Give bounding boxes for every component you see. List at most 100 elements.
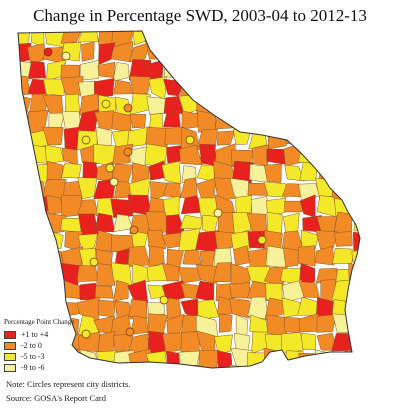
county-shape (127, 126, 152, 148)
county-shape (351, 58, 360, 81)
county-shape (18, 282, 33, 303)
county-shape (110, 41, 134, 63)
county-shape (349, 31, 360, 49)
county-shape (229, 365, 252, 368)
county-shape (297, 126, 319, 151)
county-shape (300, 332, 317, 350)
county-shape (332, 160, 355, 183)
county-shape (133, 369, 149, 385)
county-shape (316, 31, 338, 48)
city-district-circle (43, 47, 53, 57)
county-shape (349, 127, 360, 151)
county-shape (81, 41, 95, 62)
county-shape (333, 111, 355, 132)
county-shape (353, 110, 360, 132)
county-shape (214, 113, 237, 130)
county-shape (180, 282, 202, 299)
county-shape (249, 111, 268, 131)
county-shape (27, 60, 47, 79)
county-shape (232, 211, 252, 235)
county-shape (181, 31, 201, 49)
county-shape (298, 76, 318, 100)
county-shape (282, 247, 301, 268)
county-shape (334, 231, 353, 247)
city-district-layer (43, 47, 267, 339)
city-district-circle (81, 135, 91, 145)
county-shape (146, 302, 165, 316)
county-shape (25, 229, 47, 252)
county-shape (18, 216, 32, 235)
county-shape (350, 331, 360, 354)
county-shape (282, 75, 301, 96)
county-shape (263, 163, 282, 183)
county-shape (231, 61, 254, 79)
county-shape (246, 42, 270, 66)
legend-item-plus1-to-plus4: +1 to +4 (4, 329, 124, 340)
county-shape (113, 279, 129, 302)
county-shape (350, 283, 360, 300)
county-shape (197, 62, 219, 82)
county-shape (316, 314, 337, 333)
county-shape (250, 367, 270, 368)
legend-label: -5 to -3 (21, 352, 45, 361)
county-shape (348, 75, 360, 100)
county-shape (267, 58, 287, 82)
county-shape (316, 127, 339, 149)
county-shape (297, 94, 322, 113)
legend-item-minus9-to-minus6: -9 to -6 (4, 362, 124, 373)
county-shape (231, 96, 251, 116)
county-shape (331, 247, 355, 264)
legend: Percentage Point Change +1 to +4 -2 to 0… (4, 318, 124, 373)
city-district-circle (109, 177, 119, 187)
county-shape (18, 128, 30, 146)
county-shape (302, 31, 320, 46)
county-shape (230, 41, 252, 62)
county-shape (162, 111, 181, 128)
county-shape (18, 264, 33, 285)
county-shape (349, 180, 360, 199)
county-shape (283, 316, 300, 333)
county-shape (80, 144, 98, 164)
county-shape (215, 367, 236, 368)
state-outline (17, 30, 361, 369)
city-district-circle (159, 295, 169, 305)
county-shape (315, 94, 338, 113)
county-shape (350, 194, 360, 218)
county-shape (201, 77, 216, 100)
county-shape (77, 31, 99, 43)
county-shape (45, 144, 64, 164)
city-district-circle (185, 135, 195, 145)
county-shape (196, 31, 215, 49)
county-shape (76, 109, 99, 134)
county-shape (129, 113, 147, 129)
county-shape (246, 75, 270, 96)
county-shape (161, 262, 180, 282)
county-shape (299, 110, 321, 129)
legend-item-minus2-to-0: -2 to 0 (4, 340, 124, 351)
county-shape (18, 248, 31, 266)
county-shape (282, 61, 302, 81)
county-shape (267, 98, 286, 117)
map-source: Source: GOSA's Report Card (6, 393, 106, 403)
county-shape (230, 230, 254, 250)
county-shape (348, 93, 360, 114)
county-shape (298, 281, 320, 298)
county-shape (284, 200, 305, 213)
city-district-circle (123, 147, 133, 157)
county-shape (60, 217, 83, 233)
county-shape (333, 31, 352, 47)
county-shape (95, 126, 113, 148)
county-shape (213, 31, 236, 45)
city-district-circle (123, 103, 133, 113)
county-shape (266, 148, 286, 165)
county-shape (150, 181, 169, 202)
county-shape (98, 299, 116, 318)
county-shape (331, 96, 353, 114)
county-shape (96, 263, 116, 287)
county-shape (331, 180, 355, 201)
county-shape (229, 297, 250, 319)
county-shape (281, 92, 303, 117)
county-shape (301, 367, 318, 368)
city-district-circle (257, 235, 267, 245)
